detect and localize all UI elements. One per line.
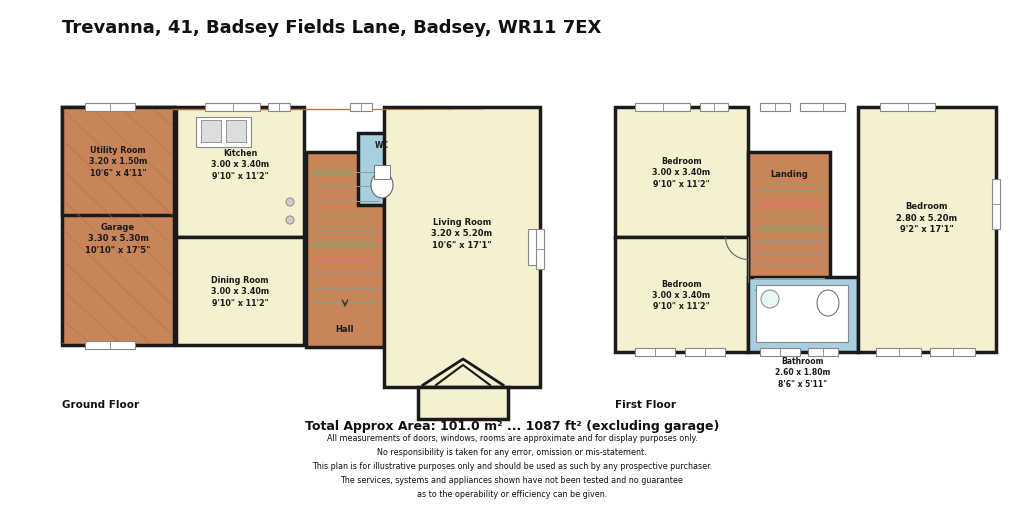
Bar [306,153,384,347]
Bar [700,104,728,112]
Text: Trevanna, 41, Badsey Fields Lane, Badsey, WR11 7EX: Trevanna, 41, Badsey Fields Lane, Badsey… [62,19,601,37]
Bar [205,104,260,112]
Bar [685,348,725,356]
Text: Hall: Hall [336,325,354,334]
Bar [176,238,304,345]
Ellipse shape [371,173,393,199]
Text: Living Room
3.20 x 5.20m
10'6" x 17'1": Living Room 3.20 x 5.20m 10'6" x 17'1" [431,218,493,249]
Circle shape [286,216,294,224]
Circle shape [286,199,294,207]
Text: This plan is for illustrative purposes only and should be used as such by any pr: This plan is for illustrative purposes o… [312,461,712,470]
Bar [268,104,290,112]
Circle shape [286,216,294,224]
Text: Landing: Landing [770,170,808,179]
Text: Kitchen
3.00 x 3.40m
9'10" x 11'2": Kitchen 3.00 x 3.40m 9'10" x 11'2" [211,149,269,181]
Bar [615,238,748,352]
Bar [176,108,304,238]
Ellipse shape [817,291,839,317]
Bar [800,104,845,112]
Bar [226,121,246,143]
Text: Bedroom
3.00 x 3.40m
9'10" x 11'2": Bedroom 3.00 x 3.40m 9'10" x 11'2" [652,279,711,311]
Bar [384,108,540,387]
Text: No responsibility is taken for any error, omission or mis-statement.: No responsibility is taken for any error… [377,447,647,456]
Bar [760,104,790,112]
Bar [748,153,830,313]
Text: Bedroom
3.00 x 3.40m
9'10" x 11'2": Bedroom 3.00 x 3.40m 9'10" x 11'2" [652,157,711,188]
Bar [374,165,390,180]
Bar [635,104,690,112]
Circle shape [761,291,779,308]
Text: First Floor: First Floor [615,399,676,409]
Bar [880,104,935,112]
Text: Bathroom
2.60 x 1.80m
8'6" x 5'11": Bathroom 2.60 x 1.80m 8'6" x 5'11" [775,356,830,388]
Circle shape [286,199,294,207]
Text: Dining Room
3.00 x 3.40m
9'10" x 11'2": Dining Room 3.00 x 3.40m 9'10" x 11'2" [211,275,269,307]
Bar [615,108,748,238]
Text: Total Approx Area: 101.0 m² ... 1087 ft² (excluding garage): Total Approx Area: 101.0 m² ... 1087 ft²… [305,419,719,432]
Bar [930,348,975,356]
Bar [85,342,135,349]
Text: All measurements of doors, windows, rooms are approximate and for display purpos: All measurements of doors, windows, room… [327,433,697,442]
Bar [876,348,921,356]
Text: WC: WC [375,141,389,150]
Bar [358,134,406,206]
Text: Garage
3.30 x 5.30m
10'10" x 17'5": Garage 3.30 x 5.30m 10'10" x 17'5" [85,222,151,254]
Text: Bedroom
2.80 x 5.20m
9'2" x 17'1": Bedroom 2.80 x 5.20m 9'2" x 17'1" [896,202,957,234]
Bar [418,387,508,419]
Bar [201,121,221,143]
Bar [350,104,372,112]
Bar [62,108,174,216]
Bar [808,348,838,356]
Text: The services, systems and appliances shown have not been tested and no guarantee: The services, systems and appliances sho… [341,475,683,484]
Text: Ground Floor: Ground Floor [62,399,139,409]
Bar [196,118,251,148]
Bar [992,180,1000,230]
Bar [756,286,848,343]
Bar [528,230,540,266]
Bar [85,104,135,112]
Bar [760,348,800,356]
Bar [62,108,174,345]
Bar [748,277,858,352]
Text: as to the operability or efficiency can be given.: as to the operability or efficiency can … [417,489,607,498]
Text: Utility Room
3.20 x 1.50m
10'6" x 4'11": Utility Room 3.20 x 1.50m 10'6" x 4'11" [89,146,147,178]
Bar [536,230,544,269]
Bar [858,108,996,352]
Bar [635,348,675,356]
